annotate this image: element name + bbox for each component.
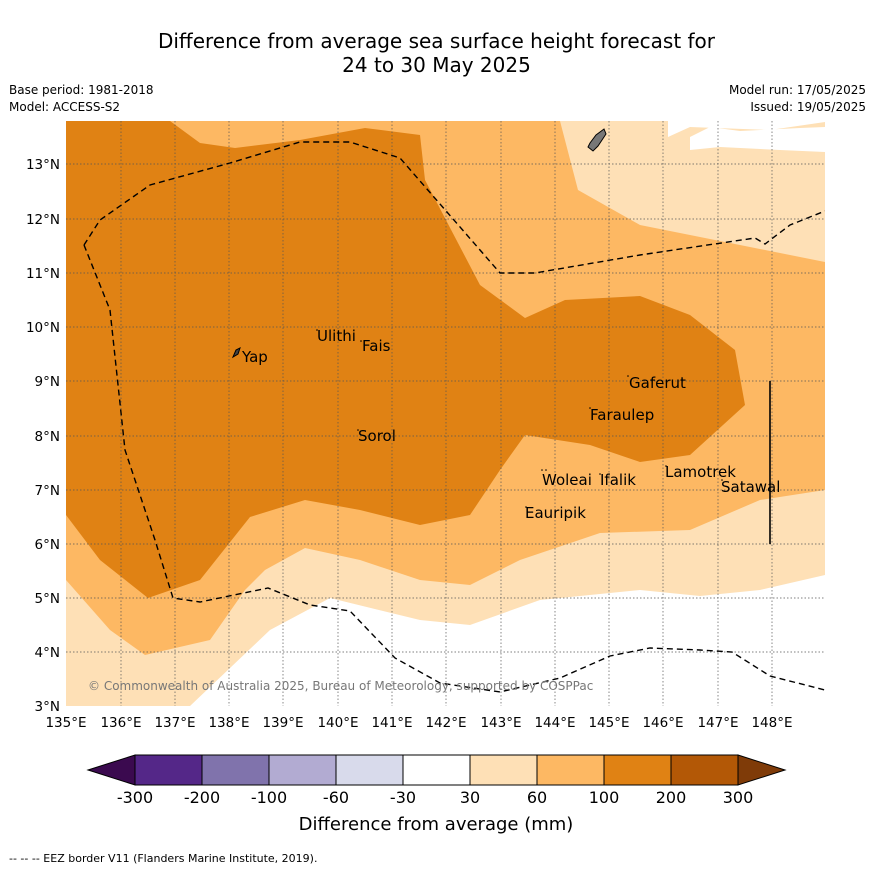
colorbar-swatch bbox=[603, 754, 672, 786]
colorbar-tick: 100 bbox=[589, 788, 620, 807]
x-tick: 144°E bbox=[534, 715, 575, 731]
x-tick: 139°E bbox=[262, 715, 303, 731]
place-fais: Fais bbox=[362, 337, 391, 355]
meta-left: Base period: 1981-2018 Model: ACCESS-S2 bbox=[9, 82, 154, 116]
place-ifalik: Ifalik bbox=[600, 471, 636, 489]
place-lamotrek: Lamotrek bbox=[665, 463, 736, 481]
colorbar-arrow-high bbox=[737, 754, 787, 786]
x-tick: 147°E bbox=[697, 715, 738, 731]
eez-border-west bbox=[83, 244, 825, 693]
x-tick: 138°E bbox=[208, 715, 249, 731]
y-tick: 11°N bbox=[26, 266, 60, 282]
title-line-1: Difference from average sea surface heig… bbox=[157, 29, 716, 53]
x-tick: 145°E bbox=[588, 715, 629, 731]
title-line-2: 24 to 30 May 2025 bbox=[342, 53, 531, 77]
colorbar-swatch bbox=[402, 754, 471, 786]
place-sorol: Sorol bbox=[358, 427, 396, 445]
x-tick: 148°E bbox=[751, 715, 792, 731]
x-tick: 142°E bbox=[425, 715, 466, 731]
issued-date: Issued: 19/05/2025 bbox=[750, 100, 866, 114]
base-period: Base period: 1981-2018 bbox=[9, 83, 154, 97]
colorbar-tick: -60 bbox=[323, 788, 349, 807]
y-tick: 7°N bbox=[35, 483, 60, 499]
y-tick: 13°N bbox=[26, 157, 60, 173]
x-tick: 135°E bbox=[45, 715, 86, 731]
y-tick: 9°N bbox=[35, 374, 60, 390]
colorbar-tick: 200 bbox=[656, 788, 687, 807]
y-tick: 5°N bbox=[35, 591, 60, 607]
x-tick: 137°E bbox=[154, 715, 195, 731]
footer-note: -- -- -- EEZ border V11 (Flanders Marine… bbox=[9, 852, 318, 865]
colorbar-tick: 300 bbox=[723, 788, 754, 807]
place-woleai: Woleai bbox=[542, 471, 592, 489]
y-tick: 3°N bbox=[35, 699, 60, 715]
band-100-200 bbox=[66, 121, 745, 598]
x-tick: 140°E bbox=[317, 715, 358, 731]
x-axis-ticks: 135°E 136°E 137°E 138°E 139°E 140°E 141°… bbox=[45, 715, 792, 731]
colorbar-swatch bbox=[268, 754, 337, 786]
x-tick: 143°E bbox=[480, 715, 521, 731]
band-below-30-northeast bbox=[668, 121, 825, 152]
y-tick: 10°N bbox=[26, 320, 60, 336]
colorbar-tick: -200 bbox=[184, 788, 220, 807]
colorbar-arrow-low bbox=[86, 754, 136, 786]
colorbar-ticks: -300 -200 -100 -60 -30 30 60 100 200 300 bbox=[117, 788, 753, 807]
place-faraulep: Faraulep bbox=[590, 406, 654, 424]
x-tick: 141°E bbox=[371, 715, 412, 731]
x-tick: 146°E bbox=[642, 715, 683, 731]
y-tick: 12°N bbox=[26, 212, 60, 228]
place-gaferut: Gaferut bbox=[629, 374, 686, 392]
copyright-notice: © Commonwealth of Australia 2025, Bureau… bbox=[88, 679, 593, 693]
colorbar-swatch bbox=[201, 754, 270, 786]
y-tick: 4°N bbox=[35, 645, 60, 661]
place-ulithi: Ulithi bbox=[317, 327, 356, 345]
place-satawal: Satawal bbox=[721, 478, 780, 496]
guam-island bbox=[587, 128, 607, 152]
colorbar-tick: -100 bbox=[251, 788, 287, 807]
colorbar-label: Difference from average (mm) bbox=[299, 814, 574, 835]
colorbar-swatch bbox=[670, 754, 739, 786]
yap-island bbox=[231, 347, 241, 359]
colorbar-tick: -300 bbox=[117, 788, 153, 807]
band-below-30-south bbox=[66, 575, 825, 706]
colorbar-tick: 30 bbox=[460, 788, 480, 807]
y-axis-ticks: 13°N 12°N 11°N 10°N 9°N 8°N 7°N 6°N 5°N … bbox=[26, 157, 60, 715]
eez-border-north bbox=[83, 141, 825, 274]
colorbar-tick: -30 bbox=[390, 788, 416, 807]
place-yap: Yap bbox=[241, 348, 268, 366]
colorbar-swatch bbox=[335, 754, 404, 786]
grid-lines bbox=[66, 121, 825, 706]
place-eauripik: Eauripik bbox=[525, 504, 586, 522]
meta-right: Model run: 17/05/2025 Issued: 19/05/2025 bbox=[729, 82, 866, 116]
colorbar-swatch bbox=[536, 754, 605, 786]
model-run: Model run: 17/05/2025 bbox=[728, 83, 866, 97]
contour-map bbox=[66, 121, 825, 706]
colorbar-tick: 60 bbox=[527, 788, 547, 807]
colorbar-swatch bbox=[469, 754, 538, 786]
colorbar-swatch bbox=[134, 754, 203, 786]
model-name: Model: ACCESS-S2 bbox=[9, 100, 121, 114]
x-tick: 136°E bbox=[100, 715, 141, 731]
atoll-markers bbox=[316, 329, 723, 508]
y-tick: 8°N bbox=[35, 429, 60, 445]
colorbar bbox=[86, 754, 787, 786]
y-tick: 6°N bbox=[35, 537, 60, 553]
